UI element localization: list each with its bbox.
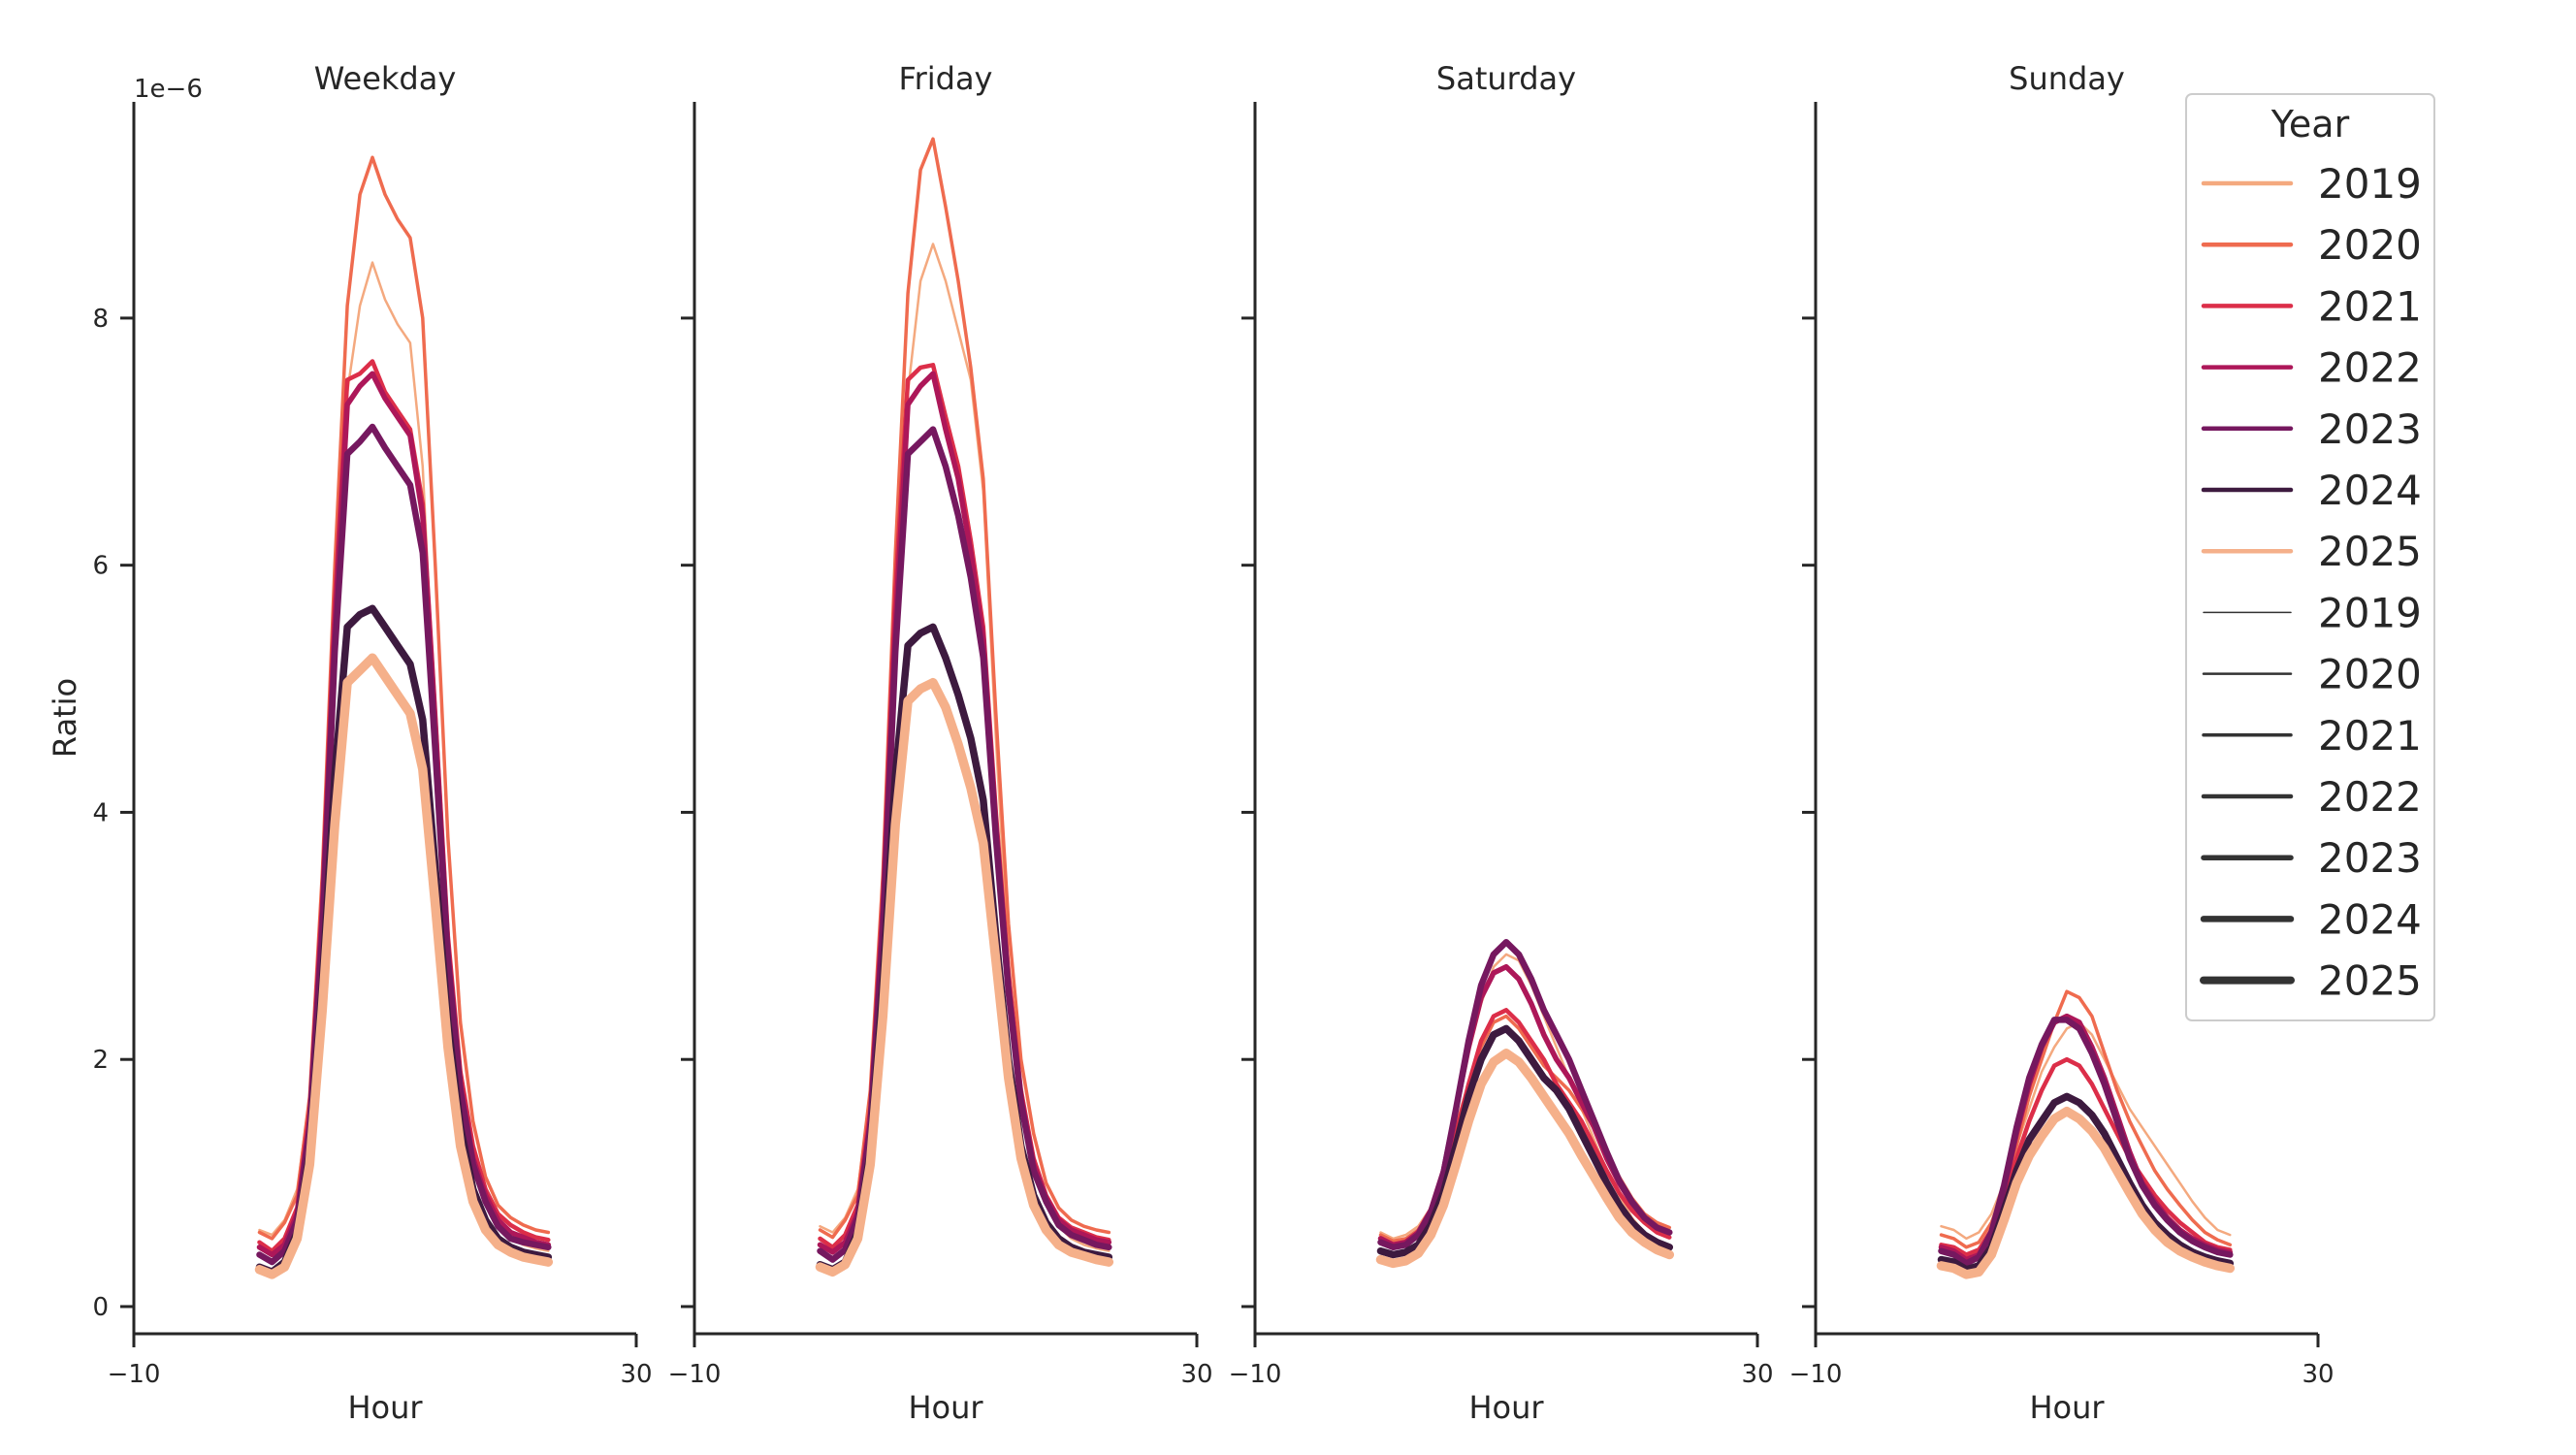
legend-label: 2023 [2318,405,2422,453]
x-tick-label: 30 [620,1360,652,1389]
legend-label: 2025 [2318,528,2422,575]
panel-title: Weekday [314,60,457,97]
y-axis-label: Ratio [47,678,83,758]
y-tick-label: 8 [92,305,109,334]
series-line-2025 [1936,1106,2236,1279]
series-line-2025 [254,653,554,1279]
y-tick-label: 2 [92,1046,109,1075]
x-tick-label: 30 [1741,1360,1773,1389]
x-axis-label: Hour [908,1389,983,1426]
panels: Weekday 0 2 4 6 8 −10 30 Hour Ratio 1e−6 Friday −10 3… [47,60,2334,1426]
panel-sunday: Sunday −10 30 Hour [1789,60,2334,1426]
legend-label: 2019 [2318,160,2422,208]
x-tick-label: 30 [2302,1360,2334,1389]
legend-label: 2024 [2318,895,2422,943]
panel-title: Saturday [1436,60,1576,97]
x-axis-label: Hour [1468,1389,1544,1426]
panel-friday: Friday −10 30 Hour [668,60,1213,1426]
legend-label: 2025 [2318,957,2422,1005]
legend-label: 2020 [2318,221,2422,269]
panel-title: Friday [899,60,993,97]
legend-label: 2024 [2318,467,2422,514]
x-tick-label: −10 [668,1360,722,1389]
legend-label: 2022 [2318,773,2422,821]
y-offset-text: 1e−6 [134,75,203,104]
legend-label: 2022 [2318,344,2422,392]
y-tick-label: 6 [92,552,109,581]
y-tick-label: 0 [92,1293,109,1322]
x-tick-label: −10 [1229,1360,1282,1389]
legend-label: 2020 [2318,651,2422,698]
x-tick-label: −10 [108,1360,161,1389]
series-line-2019 [1940,1020,2232,1241]
series-line-2023 [1938,1017,2234,1267]
legend-label: 2021 [2318,712,2422,760]
legend-box [2185,93,2435,1021]
legend-label: 2019 [2318,589,2422,636]
series-line-2020 [1939,989,2233,1249]
panel-title: Sunday [2009,60,2125,97]
series-line-2025 [1375,1049,1675,1269]
legend: Year 2019 2020 2021 2022 2023 2024 2025 2019 2020… [2185,93,2435,1021]
x-axis-label: Hour [347,1389,423,1426]
series-line-2023 [1377,938,1673,1251]
x-axis-label: Hour [2029,1389,2105,1426]
x-tick-label: 30 [1180,1360,1212,1389]
x-tick-label: −10 [1789,1360,1843,1389]
panel-weekday: Weekday 0 2 4 6 8 −10 30 Hour Ratio 1e−6 [47,60,653,1426]
panel-saturday: Saturday −10 30 Hour [1229,60,1774,1426]
y-tick-label: 4 [92,798,109,827]
legend-title: Year [2270,103,2350,146]
series-line-2025 [815,677,1114,1277]
legend-label: 2023 [2318,834,2422,882]
legend-label: 2021 [2318,282,2422,330]
